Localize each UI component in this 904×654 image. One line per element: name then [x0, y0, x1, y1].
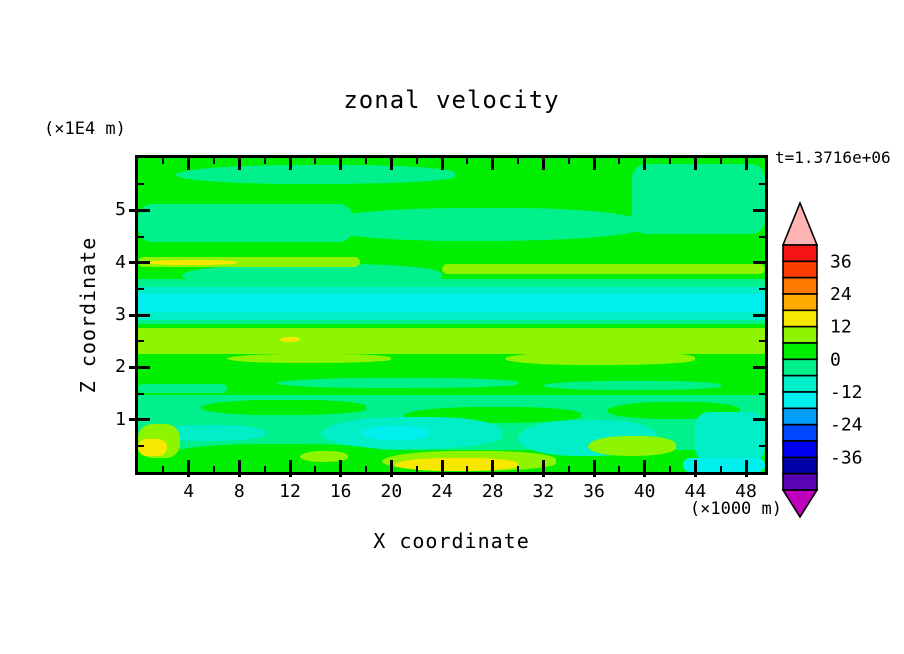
contour-band	[163, 443, 392, 468]
contour-band	[138, 319, 765, 325]
contour-band	[138, 279, 765, 289]
contour-band	[279, 336, 301, 343]
z-axis-label: Z coordinate	[76, 236, 100, 394]
colorbar-segment	[782, 244, 818, 263]
contour-band	[138, 286, 765, 297]
x-tick-label: 32	[532, 481, 555, 502]
colorbar-label: -24	[830, 415, 863, 436]
x-axis-unit: (×1000 m)	[689, 499, 782, 519]
contour-plot	[129, 155, 768, 477]
colorbar-over-arrow	[781, 200, 819, 246]
contour-field	[138, 158, 765, 472]
colorbar-label: 36	[830, 251, 852, 272]
colorbar-segment	[782, 276, 818, 295]
contour-band	[138, 384, 227, 394]
colorbar-segment	[782, 407, 818, 426]
colorbar-segment	[782, 260, 818, 279]
colorbar-segment	[782, 342, 818, 361]
contour-band	[300, 451, 349, 462]
x-axis-label: X coordinate	[373, 529, 530, 553]
contour-band	[315, 208, 643, 241]
colorbar-segment	[782, 391, 818, 410]
x-tick-label: 20	[380, 481, 403, 502]
contour-band	[138, 312, 765, 321]
chart-title: zonal velocity	[343, 86, 560, 114]
colorbar-segment	[782, 309, 818, 328]
contour-band	[201, 399, 366, 416]
colorbar-label: -12	[830, 382, 863, 403]
contour-band	[695, 411, 765, 462]
contour-band	[138, 294, 765, 314]
colorbar-segment	[782, 456, 818, 475]
contour-band	[543, 380, 721, 391]
contour-band	[632, 164, 765, 234]
colorbar-label: 12	[830, 317, 852, 338]
colorbar-label: 0	[830, 349, 841, 370]
contour-band	[442, 263, 765, 275]
contour-band	[587, 436, 677, 457]
contour-band	[277, 377, 518, 389]
colorbar-segment	[782, 472, 818, 491]
z-tick-label: 5	[115, 199, 126, 221]
colorbar-segment	[782, 440, 818, 459]
contour-band	[362, 425, 430, 440]
time-annotation: t=1.3716e+06	[775, 148, 891, 167]
contour-band	[138, 438, 168, 457]
z-tick-label: 1	[115, 408, 126, 430]
x-tick-label: 24	[431, 481, 453, 502]
colorbar-segment	[782, 358, 818, 377]
colorbar-label: -36	[830, 447, 863, 468]
colorbar-segment	[782, 374, 818, 393]
colorbar-label: 24	[830, 284, 852, 305]
contour-band	[395, 458, 518, 471]
contour-band	[138, 257, 360, 267]
colorbar: 36 24 12 0 -12 -24 -36	[781, 200, 863, 519]
z-axis-unit: (×1E4 m)	[44, 119, 126, 139]
x-tick-label: 16	[329, 481, 352, 502]
colorbar-segment	[782, 293, 818, 312]
x-tick-label: 12	[279, 481, 301, 502]
contour-band	[226, 353, 392, 364]
contour-band	[145, 259, 237, 265]
contour-band	[138, 328, 765, 355]
colorbar-segment	[782, 325, 818, 344]
contour-band	[176, 165, 455, 185]
x-tick-label: 4	[183, 481, 195, 502]
x-tick-label: 8	[233, 481, 245, 502]
colorbar-under-arrow	[781, 489, 819, 519]
contour-band	[505, 351, 696, 366]
contour-band	[682, 458, 765, 472]
colorbar-segment	[782, 423, 818, 442]
x-tick-label: 28	[481, 481, 504, 502]
